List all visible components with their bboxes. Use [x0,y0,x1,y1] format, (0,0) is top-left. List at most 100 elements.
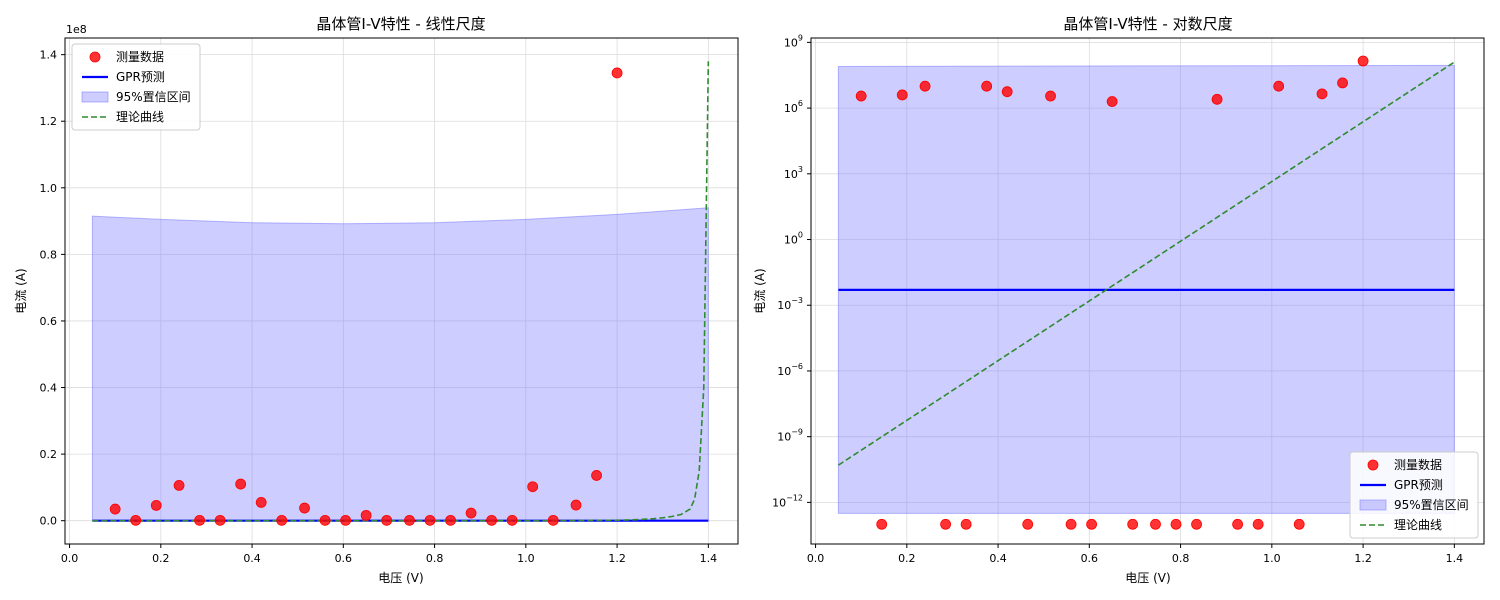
x-tick-label: 0.0 [807,552,825,565]
x-tick-label: 1.4 [700,552,718,565]
data-point [611,67,623,79]
legend-marker-measured [89,51,101,63]
data-point [547,514,559,526]
theory-curve [837,61,1455,466]
linear-chart-title: 晶体管I-V特性 - 线性尺度 [316,15,485,33]
y-tick-label: 0.8 [40,248,58,261]
x-tick-label: 1.2 [608,552,626,565]
data-point [896,89,908,101]
data-point [276,514,288,526]
data-point [855,90,867,102]
y-tick-label: 0.6 [40,315,58,328]
legend-entry: 测量数据 [1394,457,1442,472]
data-point [404,514,415,526]
data-point [255,496,267,508]
y-tick-label: 0.4 [40,382,58,395]
data-point [1337,77,1348,89]
data-point [876,518,888,530]
linear-theory-curve [92,61,710,522]
x-tick-label: 0.2 [898,552,916,565]
data-point [1045,90,1056,102]
data-point [1211,93,1223,105]
data-point [150,499,162,511]
legend-entry: 理论曲线 [1394,518,1442,532]
data-point [1022,518,1034,530]
data-point [1252,518,1264,530]
data-point [570,499,582,511]
linear-x-axis-label: 电压 (V) [378,571,423,585]
log-plot-frame [810,37,1485,545]
y-tick-label: 100 [784,231,803,247]
x-tick-label: 0.2 [152,552,170,565]
data-point [130,514,142,526]
data-point [1065,518,1077,530]
log-chart-title: 晶体管I-V特性 - 对数尺度 [1063,15,1232,33]
legend-entry: GPR预测 [116,70,165,84]
log-chart: 晶体管I-V特性 - 对数尺度 0.0 0.2 0.4 0.6 0.8 1.0 1.2 1.4… [753,15,1485,585]
legend-marker-ci [1359,499,1387,511]
y-tick-label: 103 [784,165,803,181]
x-tick-label: 1.0 [517,552,535,565]
y-tick-label: 1.2 [40,115,58,128]
data-point [1086,518,1098,530]
data-point [919,80,931,92]
x-tick-label: 0.6 [1081,552,1099,565]
x-tick-label: 1.0 [1263,552,1281,565]
y-tick-label: 106 [784,99,803,115]
data-point [173,480,185,491]
x-tick-label: 0.0 [61,552,79,565]
data-point [194,514,206,526]
data-point [424,514,436,526]
linear-measured-points [109,67,623,526]
legend-marker-measured [1367,459,1379,471]
legend-box [71,43,201,131]
linear-confidence-band [91,207,709,522]
x-tick-label: 1.4 [1446,552,1464,565]
data-point [299,502,310,514]
data-point [486,514,498,526]
data-point [340,514,352,526]
legend-entry: 95%置信区间 [1394,498,1469,512]
data-point [1293,518,1305,530]
x-tick-label: 0.4 [989,552,1007,565]
data-point [1106,96,1118,107]
data-point [235,478,247,490]
data-point [1127,518,1139,530]
legend-entry: 测量数据 [116,49,164,64]
theory-curve [92,61,710,522]
log-y-axis-label: 电流 (A) [753,268,767,313]
linear-y-axis-label: 电流 (A) [14,268,28,313]
y-tick-label: 10−6 [777,362,803,378]
data-point [214,514,226,526]
data-point [319,514,331,526]
data-point [591,470,602,481]
data-point [381,514,393,526]
y-tick-label: 1.4 [40,49,58,62]
legend-marker-ci [81,91,109,103]
legend-box [1349,451,1479,539]
data-point [445,514,456,526]
data-point [1273,80,1285,92]
data-point [1232,518,1244,530]
linear-plot-frame [64,37,739,545]
legend-entry: GPR预测 [1394,478,1443,492]
log-x-axis-label: 电压 (V) [1125,571,1170,585]
offset-label: 1e8 [66,23,87,36]
legend-entry: 95%置信区间 [116,90,191,104]
data-point [527,481,539,493]
linear-y-ticks: 0.0 0.2 0.4 0.6 0.8 1.0 1.2 1.4 [40,49,65,528]
data-point [1150,518,1161,530]
x-tick-label: 0.8 [426,552,444,565]
data-point [981,80,993,92]
linear-chart: 晶体管I-V特性 - 线性尺度 1e8 0.0 0.2 0.4 0.6 0.8 1.0 1.… [14,15,739,585]
data-point [506,514,518,526]
y-tick-label: 10−9 [777,428,803,444]
y-tick-label: 10−3 [777,296,803,312]
x-tick-label: 0.8 [1172,552,1190,565]
log-y-ticks: 109 106 103 100 10−3 10−6 10−9 10−12 [772,33,811,509]
data-point [1191,518,1202,530]
data-point [465,507,477,519]
